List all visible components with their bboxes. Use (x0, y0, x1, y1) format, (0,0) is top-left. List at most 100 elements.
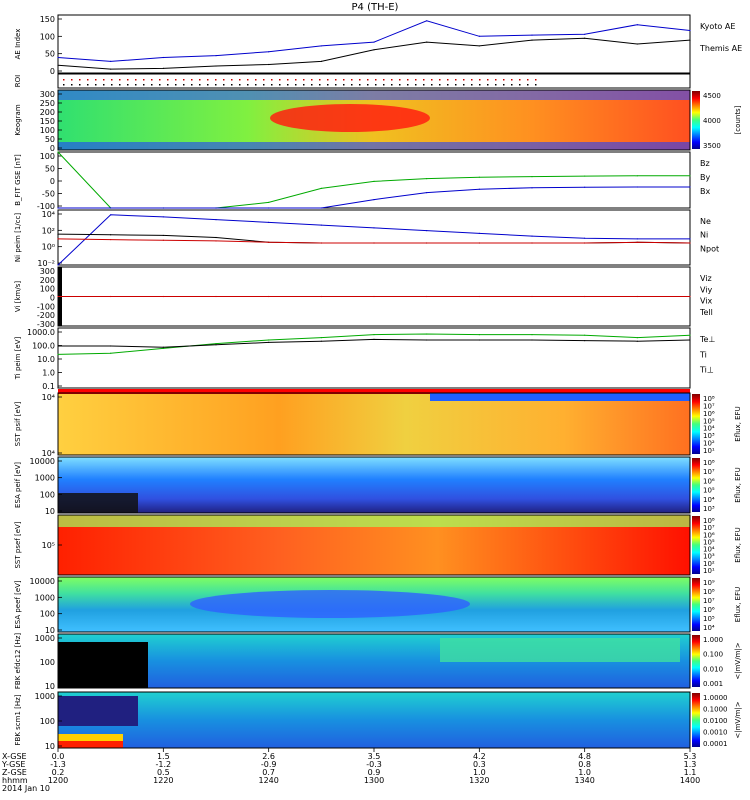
series-point (478, 188, 480, 190)
panel-ylabel: AE Index (14, 29, 22, 60)
y-tick-label: 250 (40, 99, 55, 108)
colorbar-tick-label: 10⁶ (703, 410, 715, 418)
roi-dot (463, 79, 465, 81)
series-point (162, 56, 164, 59)
series-line (57, 20, 691, 62)
series-point (268, 207, 270, 209)
series-point (636, 340, 638, 342)
fbk2-red-block (58, 741, 123, 748)
series-point (57, 295, 59, 298)
series-point (320, 45, 322, 47)
panel-ylabel: ROI (14, 75, 22, 87)
roi-dot (447, 79, 449, 81)
series-point (320, 187, 322, 189)
x-tick-label: 4.8 (578, 752, 591, 761)
roi-dot (343, 84, 345, 86)
series-point (636, 43, 638, 45)
x-tick-label: 1.0 (578, 768, 591, 777)
y-tick-label: 200 (40, 276, 55, 285)
x-tick-label: -1.2 (156, 760, 172, 769)
panel-ylabel: Vi [km/s] (14, 281, 22, 312)
roi-dot (471, 79, 473, 81)
series-point (584, 186, 586, 188)
series-point (162, 239, 164, 241)
roi-dot (159, 79, 161, 81)
series-point (373, 242, 375, 244)
colorbar-tick-label: 10⁸ (703, 395, 715, 403)
colorbar-tick-label: 10⁵ (703, 417, 715, 425)
y-tick-label: 10 (45, 626, 55, 635)
roi-dot (527, 84, 529, 86)
legend-entry: Npot (700, 244, 719, 253)
spectrogram-sst1 (58, 393, 690, 455)
panel-frame (57, 209, 691, 266)
legend-entry: Ne (700, 217, 711, 226)
colorbar-label: Eflux, EFU (734, 527, 742, 562)
legend-entry: Ti⊥ (699, 366, 714, 375)
series-line (57, 333, 691, 355)
series-point (215, 344, 217, 346)
roi-dot (295, 84, 297, 86)
series-point (636, 24, 638, 26)
roi-dot (391, 84, 393, 86)
colorbar-tick-label: 10¹ (703, 447, 715, 455)
panel-ti: Ti peim [eV] 1000.0 100.0 10.0 1.0 0.1 Te⊥ Ti Ti… (14, 327, 715, 391)
y-tick-label: -300 (37, 320, 55, 329)
x-tick-label: 1300 (364, 776, 384, 785)
series-point (478, 35, 480, 37)
roi-dot (143, 84, 145, 86)
x-tick-label: 1340 (574, 776, 594, 785)
panel-frame (57, 14, 691, 74)
colorbar (692, 578, 700, 631)
esa2-blue-region (190, 590, 470, 618)
roi-dot (271, 79, 273, 81)
roi-dot (503, 84, 505, 86)
series-point (584, 175, 586, 177)
series-point (268, 341, 270, 343)
series-point (373, 199, 375, 201)
y-tick-label: -100 (37, 202, 55, 211)
colorbar-tick-label: 10⁸ (703, 459, 715, 467)
series-point (636, 295, 638, 298)
series-point (426, 41, 428, 43)
x-tick-label: 1.3 (684, 760, 697, 769)
series-point (584, 295, 586, 298)
colorbar (692, 516, 700, 574)
series-point (689, 339, 691, 341)
series-point (268, 295, 270, 298)
y-tick-label: -100 (37, 302, 55, 311)
panel-ylabel: ESA peif [eV] (14, 462, 22, 508)
colorbar (692, 635, 700, 687)
y-tick-label: 0 (50, 294, 55, 303)
roi-dot (279, 79, 281, 81)
series-point (57, 345, 59, 347)
roi-dot (95, 84, 97, 86)
x-tick-label: 0.0 (52, 752, 65, 761)
roi-dot (191, 84, 193, 86)
colorbar-tick-label: 10⁴ (703, 496, 715, 504)
series-point (162, 234, 164, 237)
series-point (110, 60, 112, 63)
series-point (320, 242, 322, 244)
series-point (57, 64, 59, 66)
y-tick-label: 0.1 (42, 382, 55, 391)
series-point (478, 242, 480, 244)
fbk1-dark-block (58, 642, 148, 688)
colorbar-tick-label: 0.0001 (703, 740, 728, 748)
panel-ni: Ni peim [1/cc] 10⁴ 10² 10⁰ 10⁻² Ne Ni Npot (14, 209, 719, 268)
x-tick-label: 0.8 (578, 760, 591, 769)
series-point (110, 345, 112, 347)
panel-frame (57, 576, 691, 633)
sst2-top-band (58, 515, 690, 527)
colorbar-tick-label: 0.1000 (703, 706, 728, 714)
panel-frame (57, 327, 691, 389)
roi-dot (135, 79, 137, 81)
x-row-label: Y-GSE (1, 760, 25, 769)
series-point (478, 45, 480, 47)
y-tick-label: 1.0 (42, 369, 55, 378)
legend-entry: Ni (700, 231, 708, 240)
x-tick-label: 1200 (48, 776, 68, 785)
y-tick-label: 10⁻² (37, 259, 55, 268)
series-point (636, 238, 638, 240)
